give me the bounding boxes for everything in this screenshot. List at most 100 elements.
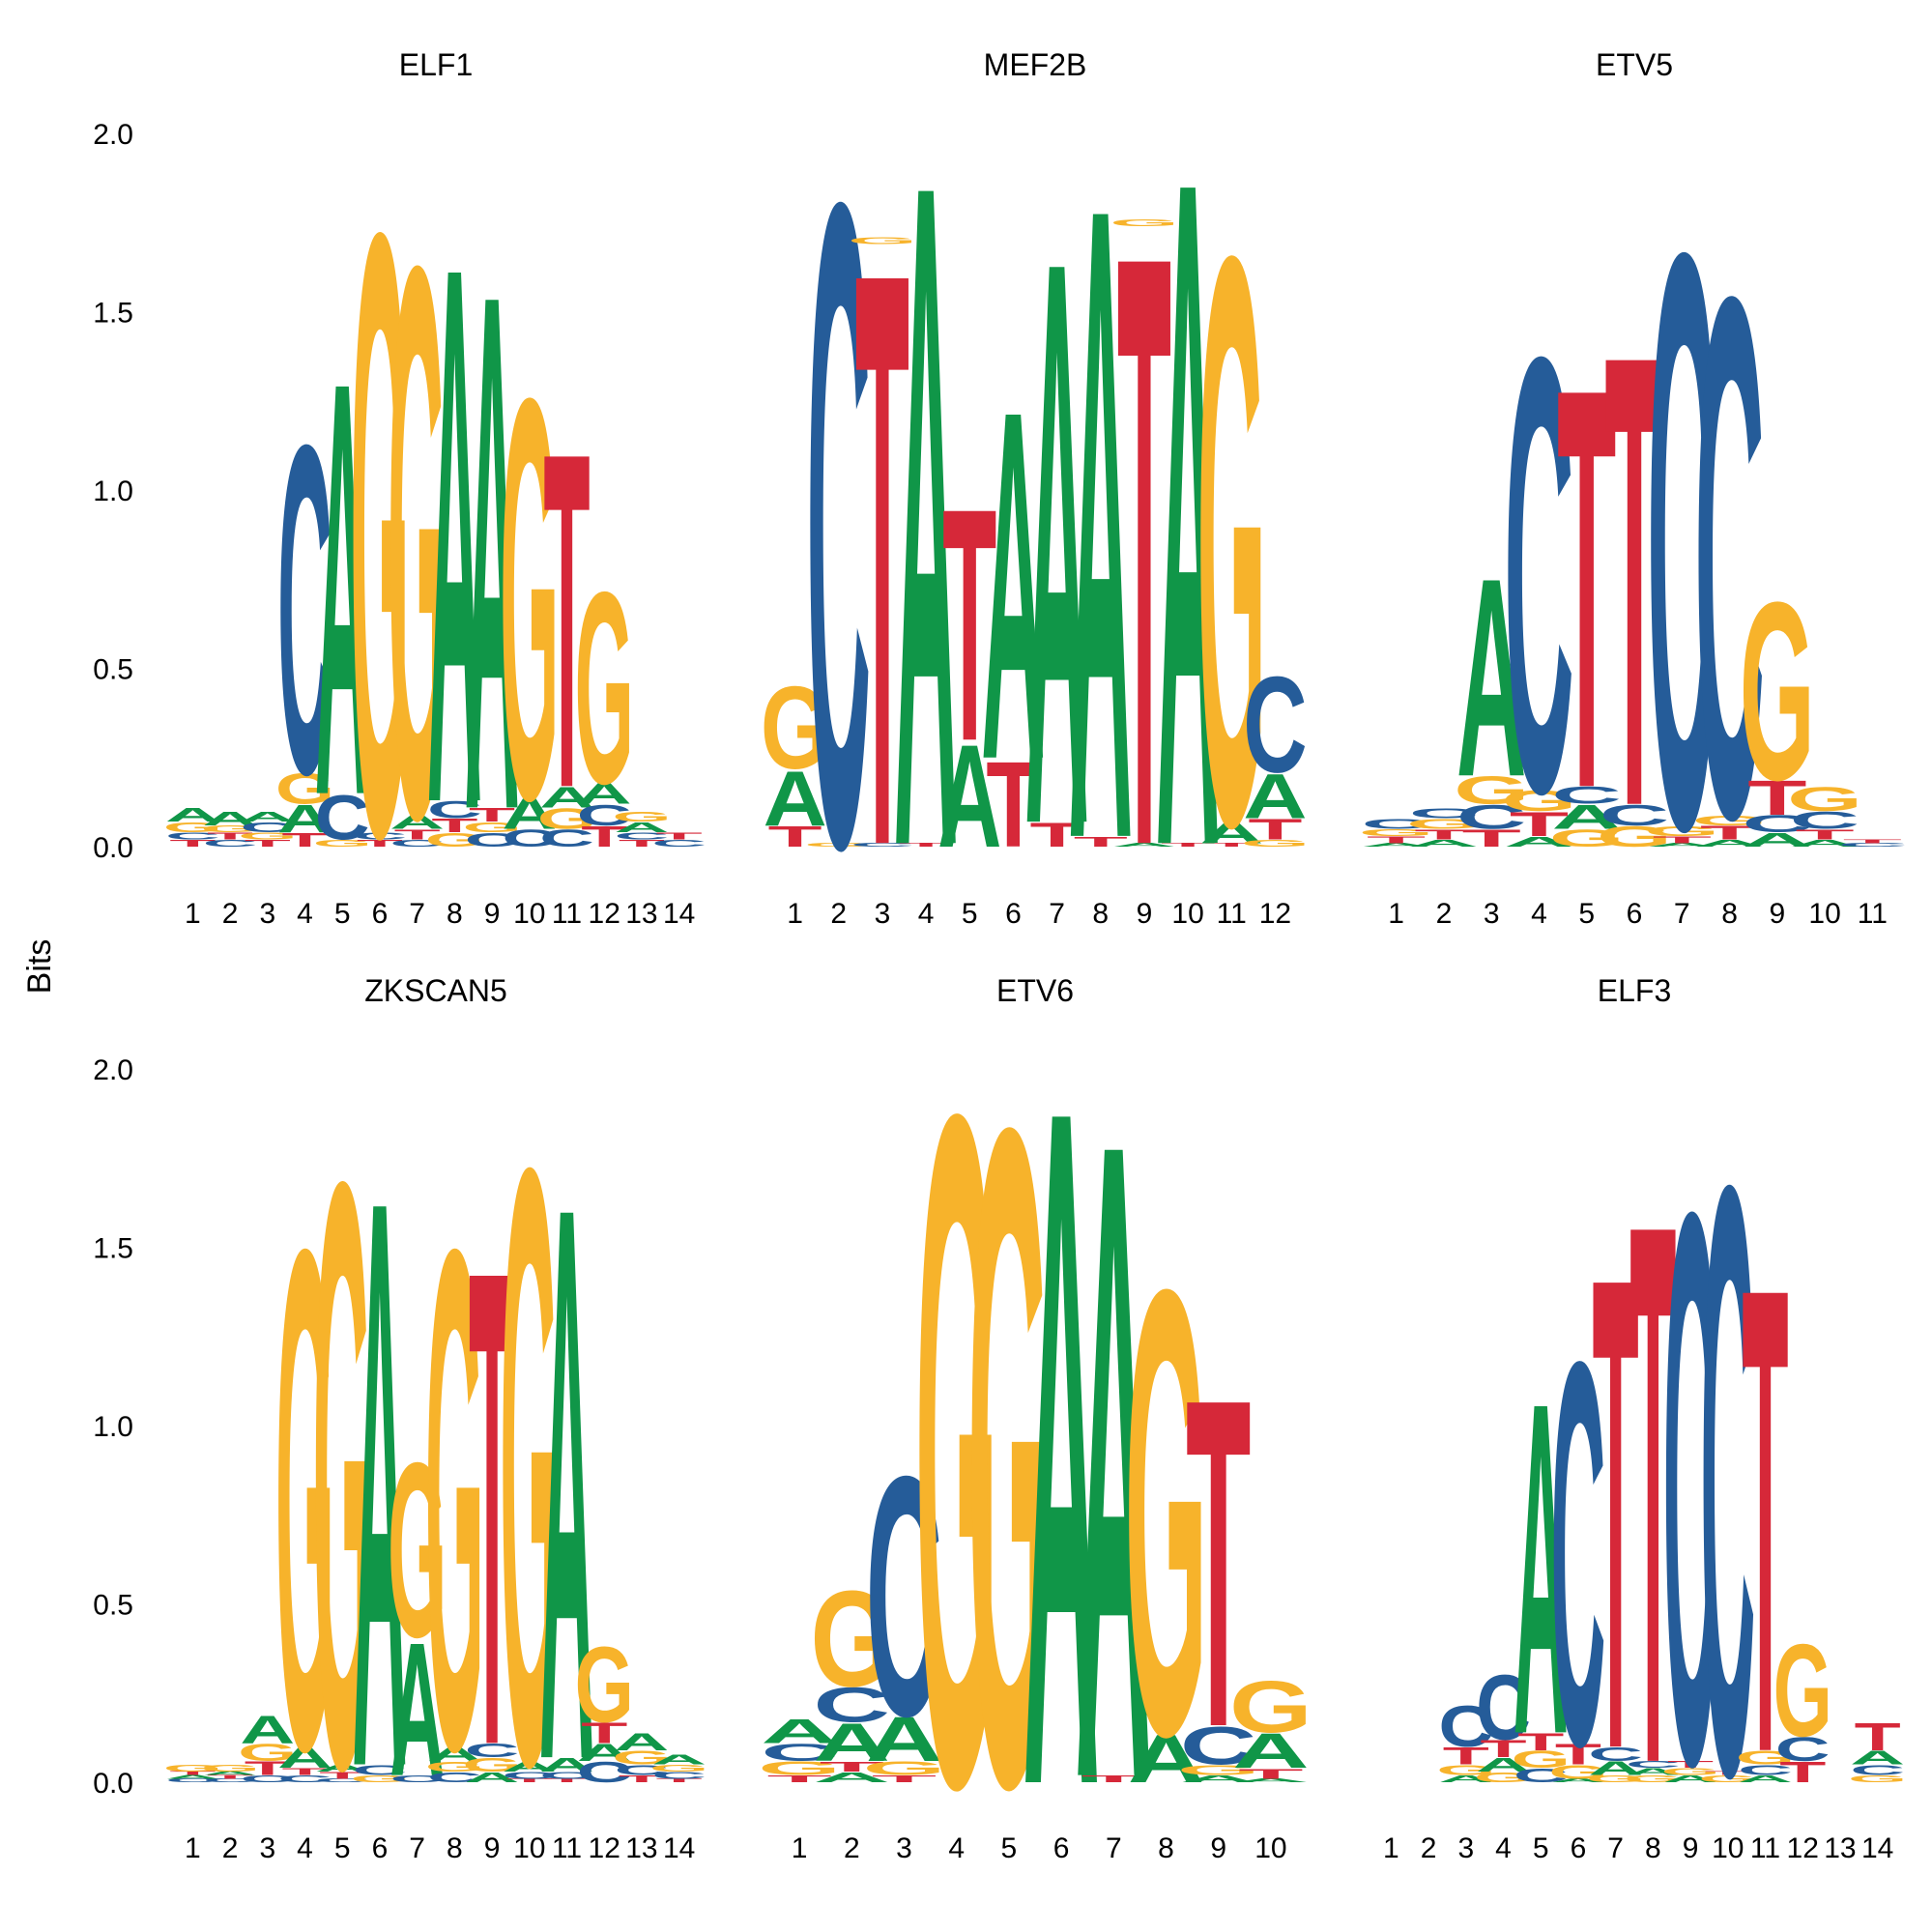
logo-letter-t: T xyxy=(1081,1773,1146,1784)
x-tick-label: 10 xyxy=(513,1832,545,1864)
x-tick-label: 5 xyxy=(962,898,978,930)
logo-letter-a: A xyxy=(1647,843,1716,849)
logo-letter-c: C xyxy=(315,783,370,853)
logo-letter-a: A xyxy=(1409,838,1479,849)
logo-letter-t: T xyxy=(820,1758,884,1774)
logo-letter-g: G xyxy=(1406,816,1482,832)
logo-letter-g: G xyxy=(1512,1746,1571,1773)
logo-letter-a: A xyxy=(165,1774,220,1780)
logo-letter-a: A xyxy=(1156,0,1220,1046)
logo-letter-g: G xyxy=(575,536,634,842)
logo-letter-t: T xyxy=(1742,1148,1788,1891)
logo-letter-g: G xyxy=(1501,785,1576,818)
logo-letter-c: C xyxy=(1837,843,1907,849)
logo-letter-c: C xyxy=(539,825,594,852)
logo-letter-g: G xyxy=(350,53,409,1015)
logo-letter-a: A xyxy=(615,1728,670,1755)
logo-letter-a: A xyxy=(1790,838,1860,849)
logo-letter-a: A xyxy=(465,1770,520,1786)
logo-letter-g: G xyxy=(500,280,559,918)
x-tick-label: 9 xyxy=(1683,1832,1699,1864)
logo-letter-a: A xyxy=(165,804,220,826)
logo-letter-t: T xyxy=(1557,269,1616,908)
logo-letter-g: G xyxy=(1736,1747,1795,1770)
logo-letter-c: C xyxy=(1790,807,1860,834)
logo-letter-c: C xyxy=(615,830,670,841)
x-tick-label: 14 xyxy=(663,898,695,930)
logo-letter-g: G xyxy=(537,802,596,835)
logo-letter-g: G xyxy=(1548,1761,1607,1783)
logo-letter-g: G xyxy=(804,842,873,848)
logo-letter-g: G xyxy=(1586,1773,1645,1784)
logo-letter-g: G xyxy=(350,1773,409,1784)
logo-letter-a: A xyxy=(539,781,594,814)
x-tick-label: 9 xyxy=(1137,898,1153,930)
logo-letter-t: T xyxy=(581,1716,627,1749)
logo-letter-g: G xyxy=(1644,822,1719,839)
logo-letter-c: C xyxy=(1551,1248,1606,1860)
logo-letter-g: G xyxy=(1597,821,1672,853)
logo-letter-c: C xyxy=(1514,1765,1569,1787)
logo-letter-a: A xyxy=(1361,843,1430,849)
x-tick-label: 8 xyxy=(1092,898,1109,930)
logo-letter-c: C xyxy=(1647,84,1716,1000)
logo-letter-c: C xyxy=(1663,1050,1718,1928)
logo-letter-c: C xyxy=(1700,1011,1755,1932)
logo-letter-g: G xyxy=(425,829,484,851)
logo-letter-c: C xyxy=(165,1777,220,1783)
logo-letter-c: C xyxy=(315,1777,370,1783)
logo-letter-a: A xyxy=(427,1744,482,1766)
y-tick-label: 1.5 xyxy=(93,298,133,330)
logo-letter-c: C xyxy=(814,1678,891,1733)
y-axis-label: Bits xyxy=(21,939,58,995)
logo-letter-a: A xyxy=(1128,1720,1205,1797)
x-tick-label: 7 xyxy=(1674,898,1690,930)
logo-letter-t: T xyxy=(1186,1300,1251,1825)
logo-letter-g: G xyxy=(1229,1666,1312,1748)
logo-letter-c: C xyxy=(577,1756,632,1789)
x-tick-label: 7 xyxy=(1106,1832,1122,1864)
logo-letter-t: T xyxy=(1462,825,1521,852)
x-tick-label: 5 xyxy=(334,898,351,930)
logo-letter-t: T xyxy=(1700,822,1759,844)
logo-letter-g: G xyxy=(313,838,372,849)
logo-letter-c: C xyxy=(807,14,871,1039)
logo-letter-a: A xyxy=(1438,1773,1493,1784)
x-tick-label: 10 xyxy=(513,898,545,930)
logo-letter-c: C xyxy=(1361,816,1430,832)
logo-letter-g: G xyxy=(848,235,916,245)
x-tick-label: 1 xyxy=(1383,1832,1399,1864)
panel-title: ZKSCAN5 xyxy=(364,973,507,1008)
logo-letter-t: T xyxy=(855,101,909,1019)
logo-letter-c: C xyxy=(1600,798,1669,831)
logo-letter-a: A xyxy=(761,1713,838,1750)
logo-letter-a: A xyxy=(894,0,958,1045)
logo-letter-g: G xyxy=(1848,1773,1907,1784)
logo-letter-g: G xyxy=(238,1739,297,1766)
logo-letter-a: A xyxy=(1232,1724,1310,1779)
x-tick-label: 8 xyxy=(1721,898,1738,930)
logo-letter-t: T xyxy=(1555,1738,1601,1771)
logo-letter-c: C xyxy=(240,1773,295,1784)
logo-letter-g: G xyxy=(1454,769,1529,813)
logo-letter-c: C xyxy=(502,1770,557,1780)
y-tick-label: 0.0 xyxy=(93,832,133,864)
logo-letter-g: G xyxy=(1125,1157,1208,1867)
logo-letter-c: C xyxy=(1180,1716,1257,1776)
logo-letter-a: A xyxy=(651,1751,706,1768)
x-tick-label: 4 xyxy=(948,1832,965,1864)
logo-letter-t: T xyxy=(543,1777,590,1783)
logo-letter-g: G xyxy=(649,1763,708,1773)
logo-letter-a: A xyxy=(389,812,445,834)
logo-letter-c: C xyxy=(1850,1762,1905,1778)
logo-letter-a: A xyxy=(502,789,557,838)
logo-letter-g: G xyxy=(1197,89,1266,994)
logo-letter-a: A xyxy=(981,308,1045,864)
x-tick-label: 2 xyxy=(222,898,239,930)
logo-letter-t: T xyxy=(1843,839,1902,845)
logo-letter-c: C xyxy=(1456,798,1526,837)
logo-letter-a: A xyxy=(577,1739,632,1766)
logo-letter-t: T xyxy=(281,829,328,851)
